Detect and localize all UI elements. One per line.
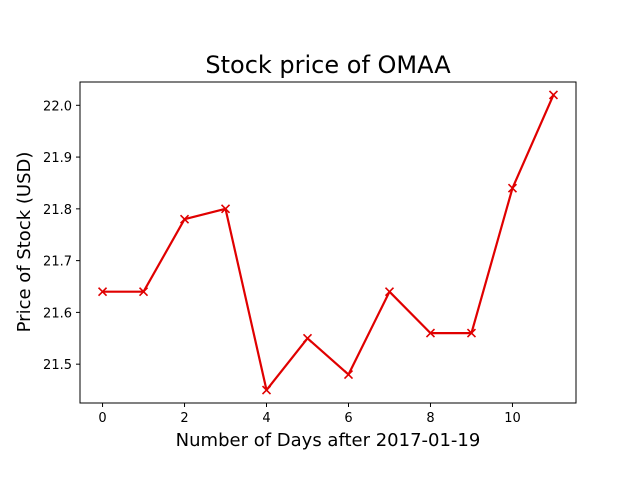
data-point-marker — [343, 369, 354, 380]
y-tick-label: 21.6 — [43, 306, 72, 321]
x-tick-label: 2 — [180, 411, 188, 426]
marker-stroke — [179, 214, 190, 224]
marker-stroke — [138, 287, 149, 297]
y-tick-label: 22.0 — [43, 99, 72, 114]
marker-stroke — [384, 287, 395, 297]
marker-stroke — [220, 204, 231, 214]
x-tick-label: 4 — [262, 411, 270, 426]
marker-stroke — [261, 385, 272, 395]
plot-area: 0 2 4 6 8 10 21.5 21.6 21.7 21.8 21.9 22.0 — [43, 81, 577, 426]
y-tick-label: 21.9 — [43, 151, 72, 166]
marker-stroke — [97, 287, 108, 297]
chart-title: Stock price of OMAA — [205, 51, 451, 79]
x-tick-label: 0 — [98, 411, 106, 426]
y-tick-label: 21.5 — [43, 358, 72, 373]
data-point-marker — [466, 328, 477, 338]
data-point-marker — [179, 214, 190, 224]
data-point-marker — [302, 333, 313, 343]
data-point-marker — [425, 328, 436, 338]
marker-stroke — [343, 369, 354, 380]
marker-stroke — [466, 328, 477, 338]
axes-frame — [79, 81, 577, 404]
marker-stroke — [425, 328, 436, 338]
data-point-marker — [548, 90, 559, 100]
y-tick-label: 21.7 — [43, 255, 72, 270]
x-tick-label: 8 — [426, 411, 434, 426]
marker-stroke — [302, 333, 313, 343]
data-point-marker — [138, 287, 149, 297]
series-layer — [97, 90, 559, 395]
x-tick-label: 6 — [344, 411, 352, 426]
x-axis-ticks: 0 2 4 6 8 10 — [98, 403, 521, 426]
data-point-marker — [261, 385, 272, 395]
data-point-marker — [384, 287, 395, 297]
y-axis-ticks: 21.5 21.6 21.7 21.8 21.9 22.0 — [43, 99, 80, 373]
x-axis-label: Number of Days after 2017-01-19 — [176, 430, 481, 451]
marker-stroke — [548, 90, 559, 100]
x-tick-label: 10 — [504, 411, 521, 426]
y-axis-label: Price of Stock (USD) — [14, 152, 35, 333]
data-point-marker — [507, 183, 518, 193]
marker-stroke — [507, 183, 518, 193]
price-line — [101, 93, 555, 392]
y-tick-label: 21.8 — [43, 203, 72, 218]
data-point-marker — [220, 204, 231, 214]
data-point-marker — [97, 287, 108, 297]
